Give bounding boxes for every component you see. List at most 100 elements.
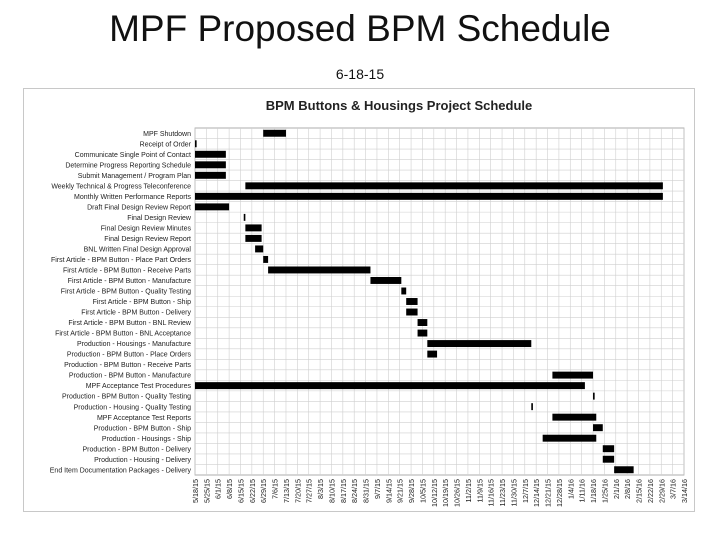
task-bar: [542, 434, 597, 442]
x-tick-label: 2/22/16: [646, 479, 655, 503]
task-label: Production - BPM Button - Place Orders: [67, 352, 192, 359]
x-tick-label: 12/21/15: [544, 479, 553, 507]
task-label: First Article - BPM Button - Receive Par…: [63, 268, 191, 275]
task-bar: [268, 266, 371, 274]
task-label: Production - Housings - Ship: [102, 436, 191, 443]
x-tick-label: 5/25/15: [202, 479, 211, 503]
task-label: First Article - BPM Button - Quality Tes…: [61, 289, 191, 296]
task-bar: [427, 350, 438, 358]
task-label: First Article - BPM Button - Ship: [93, 299, 192, 306]
task-label: Communicate Single Point of Contact: [75, 152, 191, 159]
x-tick-label: 1/4/16: [566, 479, 575, 499]
task-bar: [195, 192, 663, 200]
task-bar: [245, 182, 663, 190]
x-tick-label: 12/14/15: [532, 479, 541, 507]
slide-title: MPF Proposed BPM Schedule: [109, 8, 611, 49]
task-label: Final Design Review Report: [104, 236, 191, 243]
x-tick-label: 7/6/15: [271, 479, 280, 499]
plot-area: [194, 127, 685, 476]
task-bar: [263, 255, 269, 263]
x-tick-label: 11/2/15: [464, 479, 473, 502]
x-tick-label: 6/22/15: [248, 479, 257, 503]
task-bar: [370, 276, 402, 284]
x-tick-label: 12/28/15: [555, 479, 564, 507]
x-tick-label: 10/26/15: [453, 479, 462, 507]
task-label: Monthly Written Performance Reports: [74, 194, 191, 201]
task-bar: [195, 150, 226, 158]
task-label: Production - Housing - Quality Testing: [74, 404, 191, 411]
x-tick-label: 9/28/15: [407, 479, 416, 503]
task-bar: [427, 340, 532, 348]
x-tick-label: 11/23/15: [498, 479, 507, 506]
task-label: Final Design Review: [127, 215, 192, 222]
x-tick-label: 9/14/15: [384, 479, 393, 503]
gantt-chart-frame: BPM Buttons & Housings Project Schedule 5…: [23, 88, 695, 512]
x-tick-label: 12/7/15: [521, 479, 530, 503]
x-tick-label: 11/9/15: [475, 479, 484, 502]
task-bar: [195, 382, 585, 390]
x-tick-label: 7/27/15: [305, 479, 314, 503]
x-tick-label: 11/30/15: [509, 479, 518, 506]
task-label: Production - BPM Button - Delivery: [82, 446, 191, 453]
task-label: Draft Final Design Review Report: [87, 204, 191, 211]
task-bar: [552, 371, 594, 379]
task-bar: [245, 224, 262, 232]
x-tick-label: 1/11/16: [578, 479, 587, 502]
task-label: Weekly Technical & Progress Teleconferen…: [51, 183, 191, 190]
task-label: Production - BPM Button - Ship: [94, 425, 191, 432]
task-bar: [614, 466, 634, 474]
x-tick-label: 6/29/15: [259, 479, 268, 503]
task-bar: [245, 234, 262, 242]
task-bar: [417, 329, 428, 337]
task-bar: [602, 455, 615, 463]
x-tick-label: 3/7/16: [669, 479, 678, 499]
x-tick-label: 7/20/15: [293, 479, 302, 503]
task-label: First Article - BPM Button - Delivery: [81, 310, 191, 317]
x-tick-label: 3/14/16: [680, 479, 689, 503]
slide-date: 6-18-15: [335, 66, 385, 82]
x-tick-label: 8/10/15: [327, 479, 336, 503]
x-tick-label: 10/5/15: [418, 479, 427, 503]
x-tick-label: 6/1/15: [214, 479, 223, 499]
x-tick-label: 2/1/16: [612, 479, 621, 499]
x-tick-label: 1/25/16: [600, 479, 609, 503]
x-tick-label: 1/18/16: [589, 479, 598, 503]
x-tick-label: 6/15/15: [236, 479, 245, 503]
task-bar: [417, 319, 428, 327]
task-bar: [195, 203, 230, 211]
task-label: First Article - BPM Button - BNL Accepta…: [55, 331, 191, 338]
task-bar: [406, 308, 418, 316]
task-bar: [263, 129, 286, 137]
task-label: Submit Management / Program Plan: [78, 173, 191, 180]
x-tick-label: 9/7/15: [373, 479, 382, 499]
x-tick-label: 9/21/15: [396, 479, 405, 503]
x-tick-label: 10/19/15: [441, 479, 450, 507]
x-tick-label: 2/29/16: [657, 479, 666, 503]
x-tick-label: 6/8/15: [225, 479, 234, 499]
task-label: Production - BPM Button - Receive Parts: [64, 362, 191, 369]
x-tick-label: 8/24/15: [350, 479, 359, 503]
task-label: MPF Acceptance Test Procedures: [86, 383, 192, 390]
task-label: Production - Housings - Manufacture: [77, 341, 191, 348]
task-bar: [406, 298, 418, 305]
task-label: Production - BPM Button - Quality Testin…: [62, 394, 191, 401]
x-tick-label: 8/17/15: [339, 479, 348, 503]
chart-title: BPM Buttons & Housings Project Schedule: [266, 98, 533, 113]
x-tick-label: 8/3/15: [316, 479, 325, 499]
task-label: First Article - BPM Button - BNL Review: [68, 320, 192, 327]
task-label: Final Design Review Minutes: [101, 225, 192, 232]
x-tick-label: 7/13/15: [282, 479, 291, 503]
task-label: Production - BPM Button - Manufacture: [69, 373, 191, 380]
gantt-chart: BPM Buttons & Housings Project Schedule 5…: [50, 98, 689, 507]
task-bar: [195, 171, 226, 179]
task-label: End Item Documentation Packages - Delive…: [50, 467, 192, 474]
x-tick-label: 2/15/16: [635, 479, 644, 503]
task-label: BNL Written Final Design Approval: [84, 247, 192, 254]
x-tick-label: 5/18/15: [191, 479, 200, 503]
task-bar: [593, 392, 595, 400]
task-label: MPF Shutdown: [143, 131, 191, 138]
task-label: Receipt of Order: [140, 141, 192, 148]
task-bar: [531, 403, 533, 411]
task-label: First Article - BPM Button - Place Part …: [51, 257, 192, 264]
task-bar: [602, 445, 615, 453]
